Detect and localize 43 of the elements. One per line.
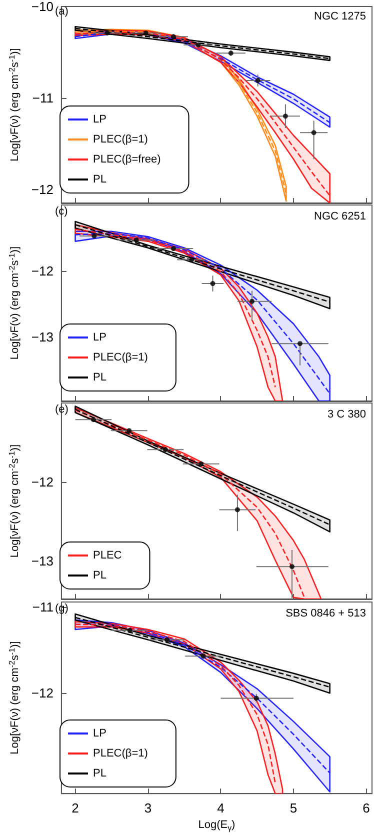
legend-label: PLEC(β=1): [93, 134, 148, 146]
annotation: NGC 1275: [314, 10, 366, 22]
y-tick-label: −12: [31, 182, 54, 197]
legend-label: PLEC(β=1): [93, 748, 148, 760]
legend-label: PL: [93, 570, 106, 582]
y-axis-title: Log[νF(ν) (erg cm-2s-1)]: [8, 641, 21, 754]
y-tick-label: −11: [32, 90, 54, 106]
point: [282, 114, 288, 119]
point: [311, 130, 316, 136]
legend-label: LP: [93, 728, 106, 740]
point: [254, 696, 259, 701]
point: [298, 341, 302, 346]
legend-label: PLEC: [93, 550, 122, 562]
point: [234, 507, 240, 512]
y-tick-label: −12: [31, 686, 54, 701]
y-tick-label: −12: [31, 474, 54, 490]
y-axis-title: Log[νF(ν) (erg cm-2s-1)]: [8, 246, 21, 360]
legend-label: PLEC(β=free): [93, 154, 161, 166]
x-tick-label: 2: [72, 800, 79, 816]
y-tick-label: −11: [32, 600, 54, 615]
legend-label: PL: [93, 174, 106, 186]
legend-label: LP: [93, 332, 106, 344]
x-tick-label: 4: [217, 800, 224, 816]
y-tick-label: −13: [31, 554, 54, 569]
legend-label: LP: [93, 114, 106, 126]
point: [210, 281, 216, 286]
legend-label: PL: [93, 372, 106, 384]
annotation: 3 C 380: [327, 408, 366, 420]
x-tick-label: 6: [362, 800, 370, 816]
y-tick-label: −10: [31, 0, 54, 14]
y-tick-label: −13: [31, 329, 54, 344]
point: [250, 298, 254, 304]
x-tick-label: 5: [290, 800, 298, 816]
point: [290, 564, 294, 570]
legend-label: PL: [93, 768, 106, 780]
y-axis-title: Log[νF(ν) (erg cm-2s-1)]: [8, 48, 21, 162]
annotation: SBS 0846 + 513: [286, 608, 366, 620]
legend-label: PLEC(β=1): [93, 352, 148, 364]
y-tick-label: −12: [31, 263, 54, 278]
x-tick-label: 3: [144, 800, 152, 816]
annotation: NGC 6251: [314, 210, 366, 222]
point: [255, 78, 260, 84]
y-axis-title: Log[νF(ν) (erg cm-2s-1)]: [8, 444, 21, 558]
